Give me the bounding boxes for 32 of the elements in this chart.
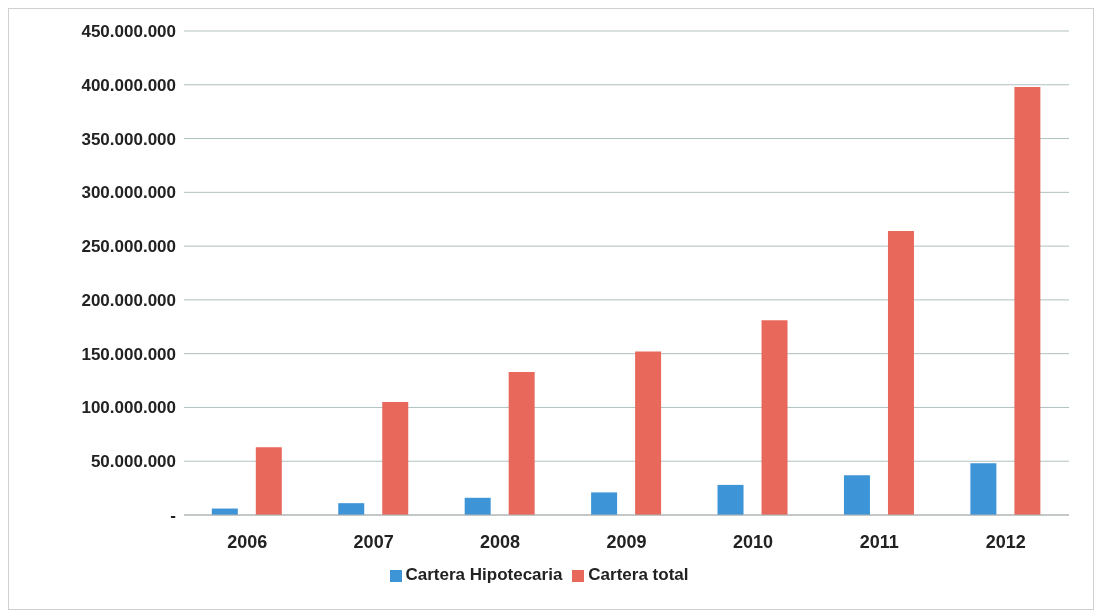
bar: [508, 371, 535, 515]
bar: [255, 447, 282, 515]
y-tick-label: 450.000.000: [81, 22, 176, 42]
y-tick-label: 300.000.000: [81, 183, 176, 203]
x-tick-label: 2006: [227, 531, 268, 552]
y-tick-label: 100.000.000: [81, 398, 176, 418]
bar: [970, 463, 997, 515]
y-tick-label: 400.000.000: [81, 75, 176, 95]
bar: [464, 497, 491, 515]
y-tick-label: 150.000.000: [81, 344, 176, 364]
bar: [382, 402, 409, 515]
bar: [591, 492, 618, 515]
bar: [887, 231, 914, 515]
bar: [717, 484, 744, 515]
bar: [1014, 86, 1041, 515]
x-tick-label: 2007: [353, 531, 394, 552]
bar: [761, 320, 788, 515]
y-tick-label: -: [170, 506, 176, 526]
bar: [635, 351, 662, 515]
x-tick-label: 2010: [732, 531, 773, 552]
bar: [843, 475, 870, 515]
x-tick-label: 2009: [606, 531, 647, 552]
x-tick-label: 2011: [859, 531, 899, 552]
bar: [338, 503, 365, 515]
x-tick-label: 2008: [480, 531, 521, 552]
legend-label: Cartera Hipotecaria: [405, 565, 563, 584]
y-tick-label: 350.000.000: [81, 129, 176, 149]
x-tick-label: 2012: [985, 531, 1026, 552]
legend-label: Cartera total: [588, 565, 689, 584]
y-tick-label: 200.000.000: [81, 290, 176, 310]
y-tick-label: 50.000.000: [90, 452, 176, 472]
y-tick-label: 250.000.000: [81, 237, 176, 257]
